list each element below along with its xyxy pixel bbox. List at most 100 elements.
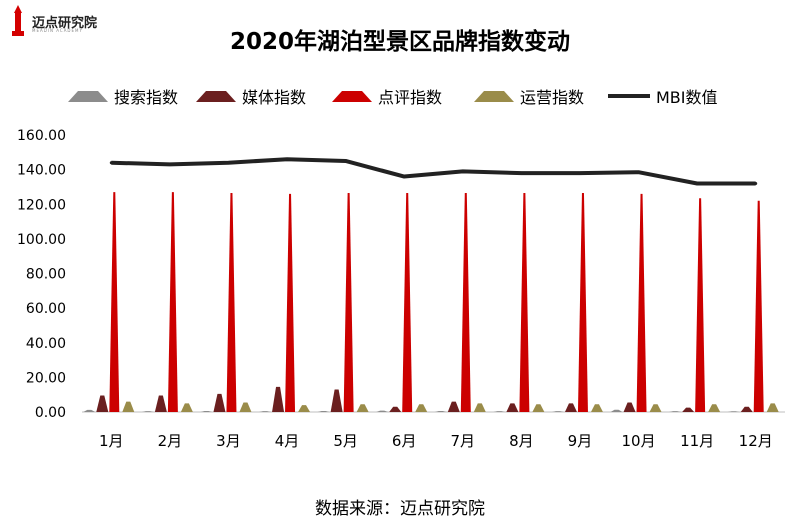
bar-点评指数 [753,200,764,412]
bar-运营指数 [415,404,428,412]
line-point [168,162,172,166]
y-tick-label: 40.00 [26,336,66,352]
bar-搜索指数 [376,410,389,412]
legend-label: MBI数值 [656,88,718,107]
bar-运营指数 [356,404,369,412]
legend-line-icon [608,94,650,98]
bar-点评指数 [636,193,647,412]
x-tick-label: 2月 [158,432,183,450]
legend-item: MBI数值 [608,84,718,108]
bar-媒体指数 [330,389,343,412]
legend-label: 点评指数 [378,88,443,107]
bar-搜索指数 [317,410,330,412]
bar-运营指数 [180,403,193,412]
logo: 迈点研究院 MEADIN ACADEMY [6,4,102,40]
bar-媒体指数 [740,406,753,412]
bar-运营指数 [532,404,545,412]
line-point [285,157,289,161]
logo-text: 迈点研究院 [32,16,98,31]
y-tick-label: 20.00 [26,370,66,386]
legend-label: 搜索指数 [114,88,179,107]
bar-搜索指数 [434,410,447,412]
bar-媒体指数 [389,406,402,412]
bar-点评指数 [226,192,237,412]
line-point [461,169,465,173]
bar-点评指数 [695,198,706,412]
bar-媒体指数 [154,395,167,412]
y-tick-label: 80.00 [26,267,66,283]
bar-媒体指数 [213,393,226,412]
line-point [402,175,406,179]
bar-运营指数 [298,405,311,412]
line-point [344,159,348,163]
bar-搜索指数 [259,411,272,412]
bar-媒体指数 [564,403,577,412]
line-point [695,181,699,185]
bar-点评指数 [167,192,178,412]
bar-点评指数 [460,192,471,412]
x-tick-label: 6月 [392,432,417,450]
bar-运营指数 [590,404,603,412]
y-tick-label: 60.00 [26,301,66,317]
x-tick-label: 12月 [739,432,773,450]
bar-搜索指数 [83,409,96,412]
legend-swatch-icon [196,91,236,102]
y-tick-label: 160.00 [17,128,66,144]
bar-点评指数 [402,192,413,412]
bar-媒体指数 [447,401,460,412]
y-tick-label: 140.00 [17,163,66,179]
bar-搜索指数 [610,409,623,412]
bar-运营指数 [649,404,662,412]
x-tick-label: 8月 [509,432,534,450]
bar-点评指数 [519,192,530,412]
x-tick-label: 4月 [275,432,300,450]
legend-item: 搜索指数 [68,84,178,108]
legend-item: 运营指数 [474,84,584,108]
bar-点评指数 [285,193,296,412]
bar-运营指数 [708,404,721,412]
y-tick-label: 0.00 [35,405,66,421]
line-point [226,161,230,165]
bar-运营指数 [239,402,252,412]
bar-点评指数 [343,192,354,412]
line-MBI数值 [111,157,756,186]
x-tick-label: 10月 [621,432,655,450]
y-tick-label: 100.00 [17,232,66,248]
bar-点评指数 [109,192,120,412]
bar-搜索指数 [669,411,682,412]
x-tick-label: 1月 [99,432,124,450]
legend-swatch-icon [474,91,514,102]
bar-媒体指数 [623,402,636,412]
bar-搜索指数 [200,410,213,412]
line-point [637,170,641,174]
line-point [754,181,758,185]
bar-点评指数 [577,192,588,412]
bar-搜索指数 [141,411,154,412]
line-point [519,171,523,175]
bar-媒体指数 [506,403,519,412]
x-tick-label: 3月 [216,432,241,450]
logo-tower-icon [12,5,24,36]
bar-媒体指数 [96,395,109,412]
x-tick-label: 5月 [333,432,358,450]
bar-运营指数 [122,401,135,412]
x-tick-label: 7月 [451,432,476,450]
line-point [109,161,113,165]
x-tick-label: 9月 [568,432,593,450]
legend: 搜索指数 媒体指数 点评指数 运营指数 MBI数值 [0,84,800,108]
bar-媒体指数 [272,386,285,412]
chart-title: 2020年湖泊型景区品牌指数变动 [229,29,570,55]
logo-subtitle: MEADIN ACADEMY [32,28,83,33]
bar-搜索指数 [551,411,564,412]
legend-item: 点评指数 [332,84,442,108]
legend-swatch-icon [332,91,372,102]
source-note: 数据来源：迈点研究院 [315,499,485,519]
bar-运营指数 [766,403,779,412]
y-tick-label: 120.00 [17,197,66,213]
line-point [578,171,582,175]
legend-label: 运营指数 [520,88,585,107]
legend-swatch-icon [68,91,108,102]
bar-搜索指数 [727,411,740,412]
legend-item: 媒体指数 [196,84,306,108]
